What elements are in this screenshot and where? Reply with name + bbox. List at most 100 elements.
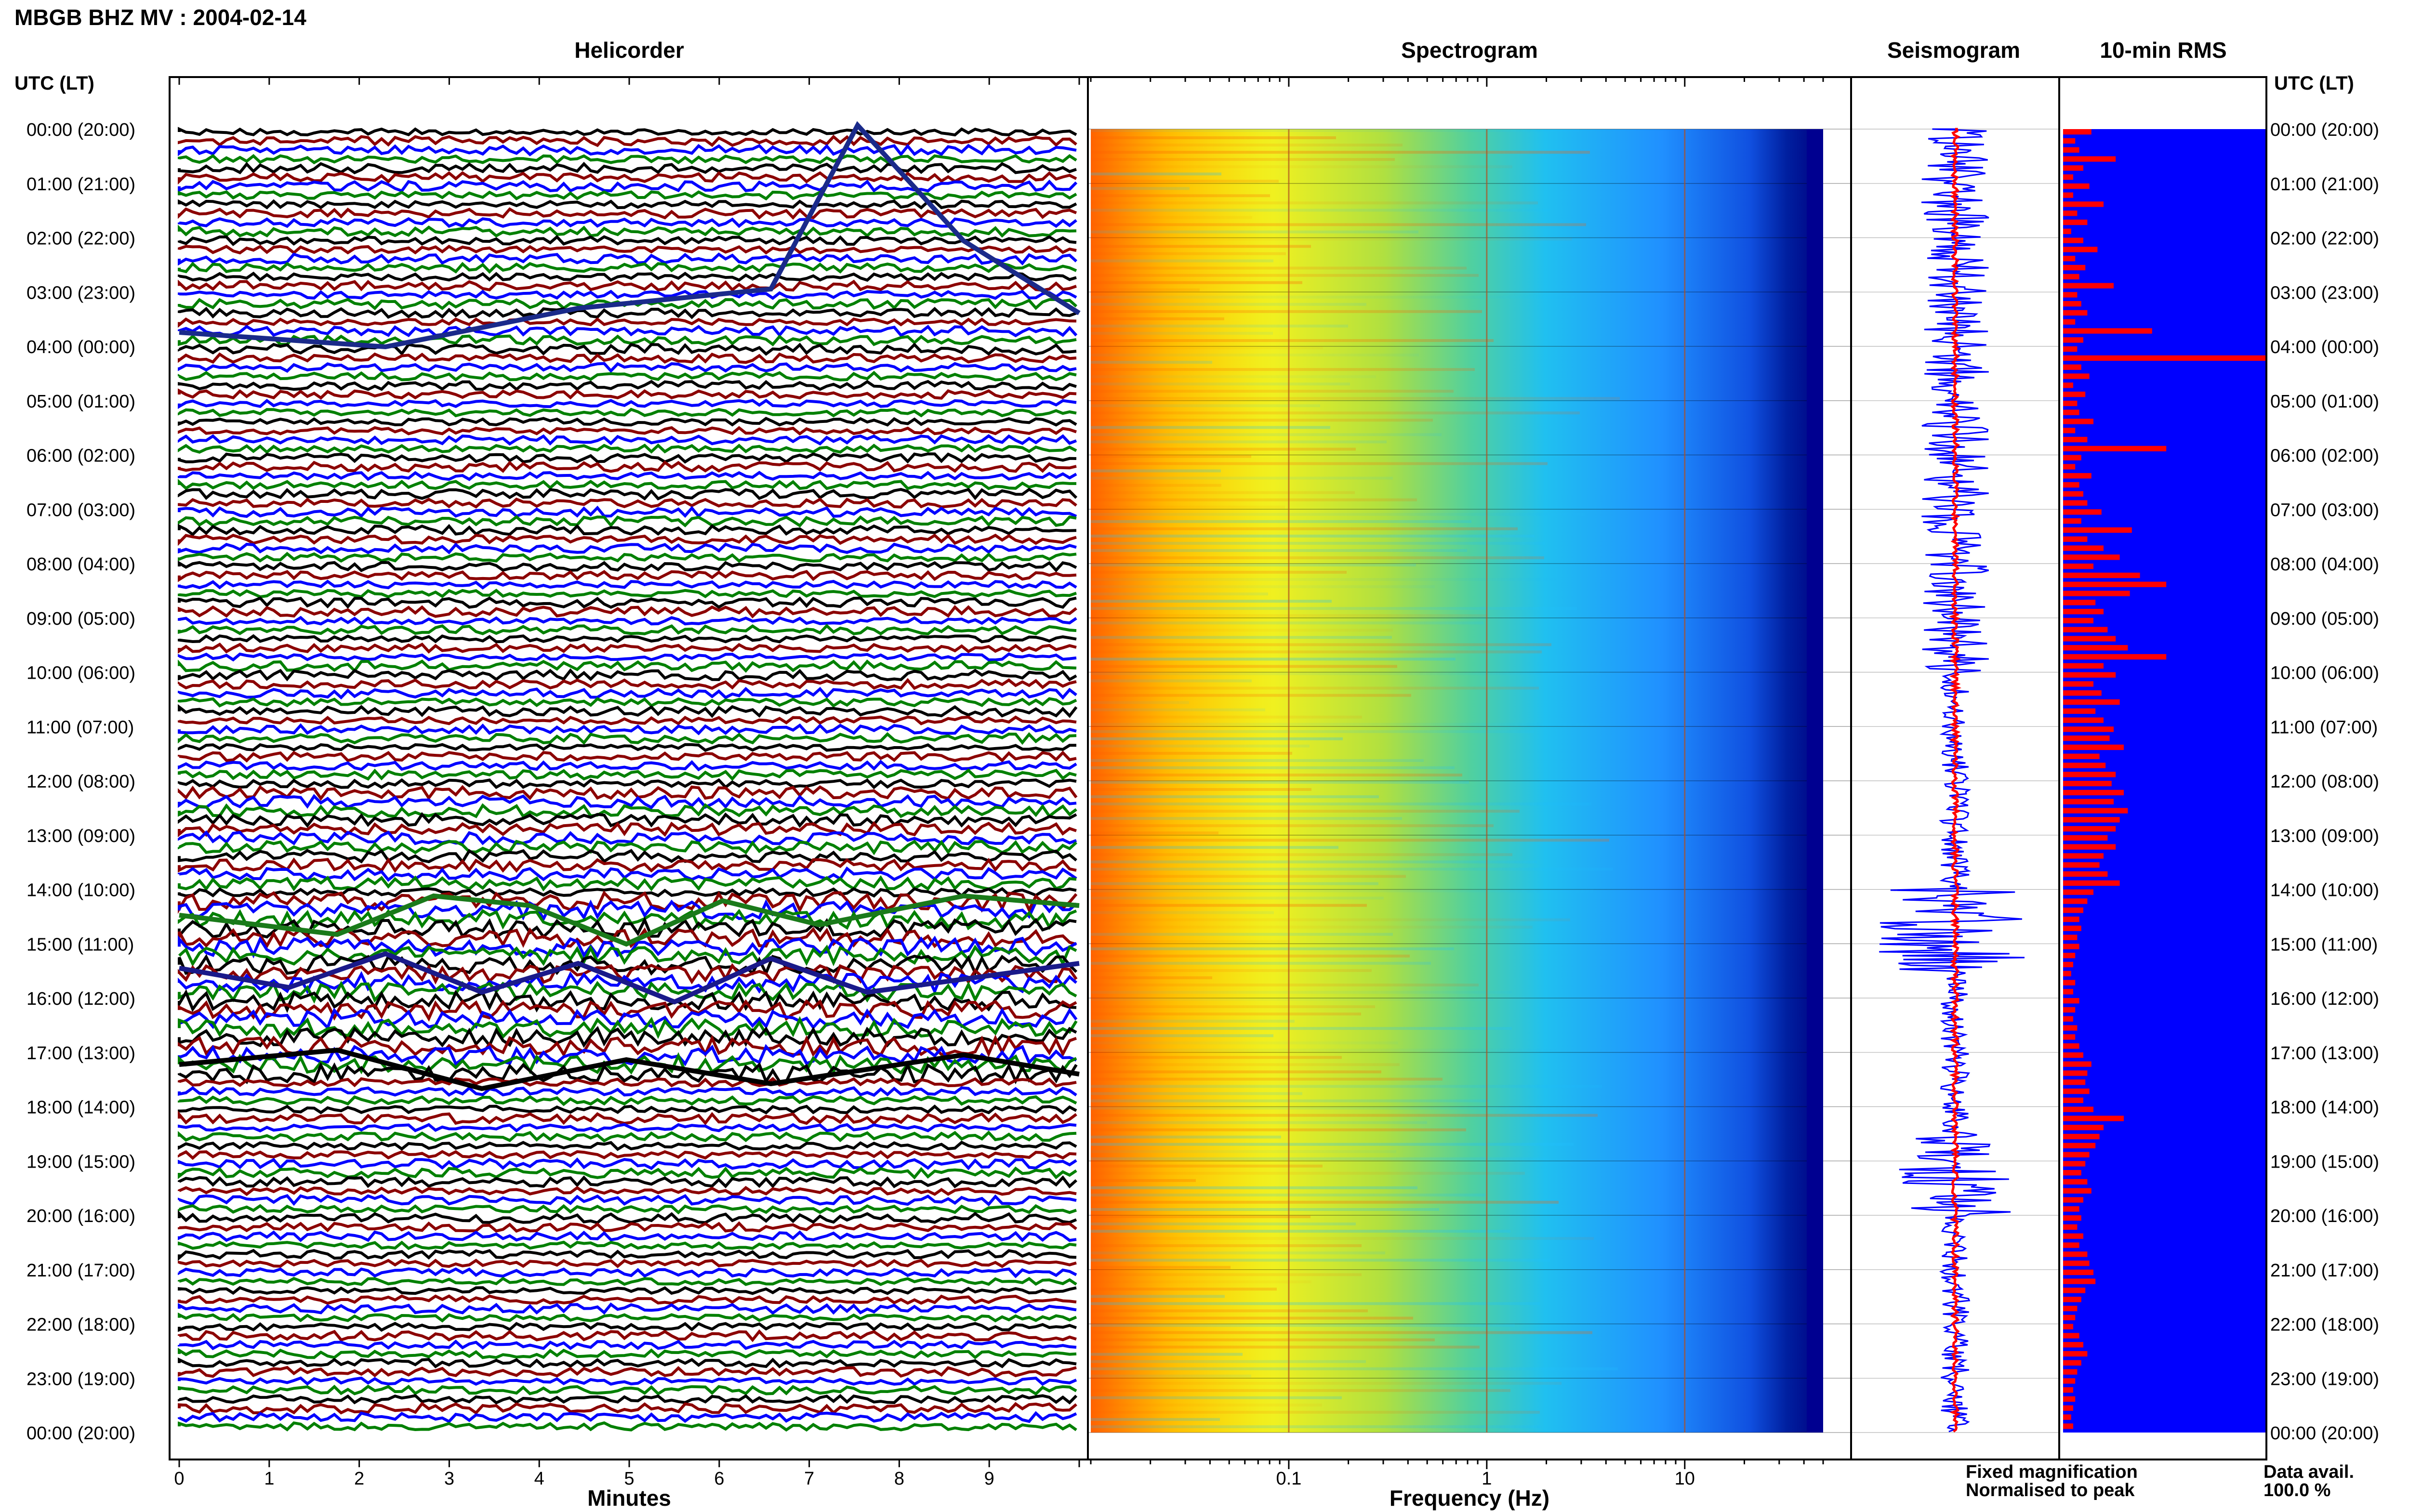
rms-bar [2063, 763, 2106, 768]
helicorder-trace [178, 426, 1077, 436]
rms-bar [2063, 944, 2079, 949]
helicorder-trace [178, 487, 1078, 501]
helicorder-trace [178, 642, 1077, 654]
rms-bar [2063, 392, 2086, 397]
helicorder-trace [178, 849, 1077, 865]
helicorder-trace [178, 134, 1077, 147]
helicorder-trace [178, 750, 1077, 763]
rms-bar [2063, 1152, 2090, 1157]
rms-bar [2063, 953, 2076, 959]
time-tick-label-left: 19:00 (15:00) [26, 1152, 135, 1172]
helicorder-trace [178, 1150, 1077, 1160]
rms-bar [2063, 129, 2091, 135]
rms-bar [2063, 1179, 2088, 1185]
rms-bar [2063, 509, 2102, 515]
time-tick-label-right: 07:00 (03:00) [2270, 500, 2379, 520]
helicorder-trace [178, 981, 1077, 1004]
rms-bar [2063, 1369, 2078, 1375]
rms-bar [2063, 328, 2152, 334]
time-tick-label-left: 08:00 (04:00) [26, 554, 135, 575]
rms-bar [2063, 581, 2167, 587]
helicorder-panel: 0 1 2 3 4 5 6 7 8 9 [169, 76, 1089, 1489]
helicorder-trace [178, 434, 1077, 446]
time-tick-label-right: 04:00 (00:00) [2270, 337, 2379, 357]
helicorder-trace [178, 1276, 1077, 1286]
helicorder-trace [178, 279, 1077, 292]
rms-bar [2063, 201, 2104, 207]
helicorder-trace [178, 370, 1077, 381]
time-tick-label-right: 16:00 (12:00) [2270, 989, 2379, 1009]
helicorder-trace [178, 1130, 1077, 1143]
helicorder-trace [179, 1047, 1080, 1091]
rms-bar [2063, 455, 2081, 460]
rms-bar [2063, 1079, 2086, 1085]
time-tick-label-right: 15:00 (11:00) [2270, 934, 2378, 955]
rms-bar [2063, 853, 2104, 859]
rms-bar [2063, 1133, 2100, 1140]
seismogram-title: Seismogram [1887, 38, 2020, 63]
rms-bar [2063, 889, 2093, 895]
rms-bar [2063, 1261, 2090, 1266]
rms-bar [2063, 1351, 2088, 1357]
rms-bar [2063, 554, 2120, 560]
helicorder-trace [178, 342, 1077, 356]
rms-bar [2063, 310, 2088, 316]
time-tick-label-right: 02:00 (22:00) [2270, 229, 2379, 249]
rms-bar [2063, 699, 2120, 705]
time-tick-label-right: 11:00 (07:00) [2270, 717, 2378, 737]
helicorder-trace [178, 570, 1077, 582]
rms-bar [2063, 1269, 2093, 1275]
rms-panel [2058, 76, 2267, 1460]
rms-bar [2063, 174, 2073, 180]
helicorder-trace [178, 1322, 1077, 1332]
helicorder-trace [178, 207, 1077, 220]
helicorder-trace [178, 515, 1077, 528]
rms-bar [2063, 781, 2112, 787]
helicorder-trace [178, 161, 1077, 174]
helicorder-trace [178, 743, 1077, 752]
rms-bar [2063, 600, 2096, 605]
rms-bar [2063, 744, 2124, 750]
helicorder-trace [178, 686, 1077, 700]
helicorder-trace [178, 224, 1077, 238]
spectrogram-nyquist-band [1807, 129, 1823, 1433]
helicorder-trace [178, 1286, 1077, 1295]
spectrogram-low-freq-energy [1091, 129, 1428, 1433]
minutes-tick-label: 8 [894, 1469, 904, 1489]
rms-bar [2063, 736, 2110, 741]
rms-bar [2063, 355, 2265, 361]
helicorder-trace [178, 1052, 1077, 1075]
time-tick-label-right: 08:00 (04:00) [2270, 554, 2379, 575]
minutes-tick-label: 5 [624, 1469, 634, 1489]
time-tick-label-right: 13:00 (09:00) [2270, 826, 2379, 846]
rms-bar [2063, 1305, 2078, 1312]
rms-bar [2063, 1324, 2073, 1329]
helicorder-trace [178, 954, 1078, 977]
helicorder-trace [178, 460, 1077, 473]
helicorder-trace [178, 317, 1077, 328]
rms-bar [2063, 436, 2088, 443]
helicorder-trace [178, 715, 1077, 726]
helicorder-trace [178, 596, 1077, 609]
helicorder-trace [178, 1230, 1077, 1242]
rms-bar [2063, 1025, 2078, 1031]
rms-bar [2063, 1333, 2079, 1339]
helicorder-trace [178, 916, 1077, 940]
helicorder-trace [178, 478, 1076, 490]
rms-bar [2063, 1070, 2088, 1076]
helicorder-trace [178, 935, 1077, 959]
helicorder-trace [178, 217, 1077, 228]
rms-bar [2063, 862, 2100, 868]
helicorder-trace [178, 190, 1077, 201]
helicorder-trace [178, 398, 1077, 409]
helicorder-trace [178, 408, 1077, 418]
helicorder-trace [178, 623, 1077, 636]
time-tick-label-right: 18:00 (14:00) [2270, 1098, 2379, 1118]
helicorder-trace [178, 1240, 1077, 1250]
rms-bar [2063, 228, 2071, 234]
helicorder-trace [178, 252, 1078, 266]
rms-bar [2063, 210, 2078, 216]
rms-bar [2063, 726, 2114, 732]
rms-bar [2063, 283, 2114, 289]
helicorder-trace [178, 634, 1077, 644]
